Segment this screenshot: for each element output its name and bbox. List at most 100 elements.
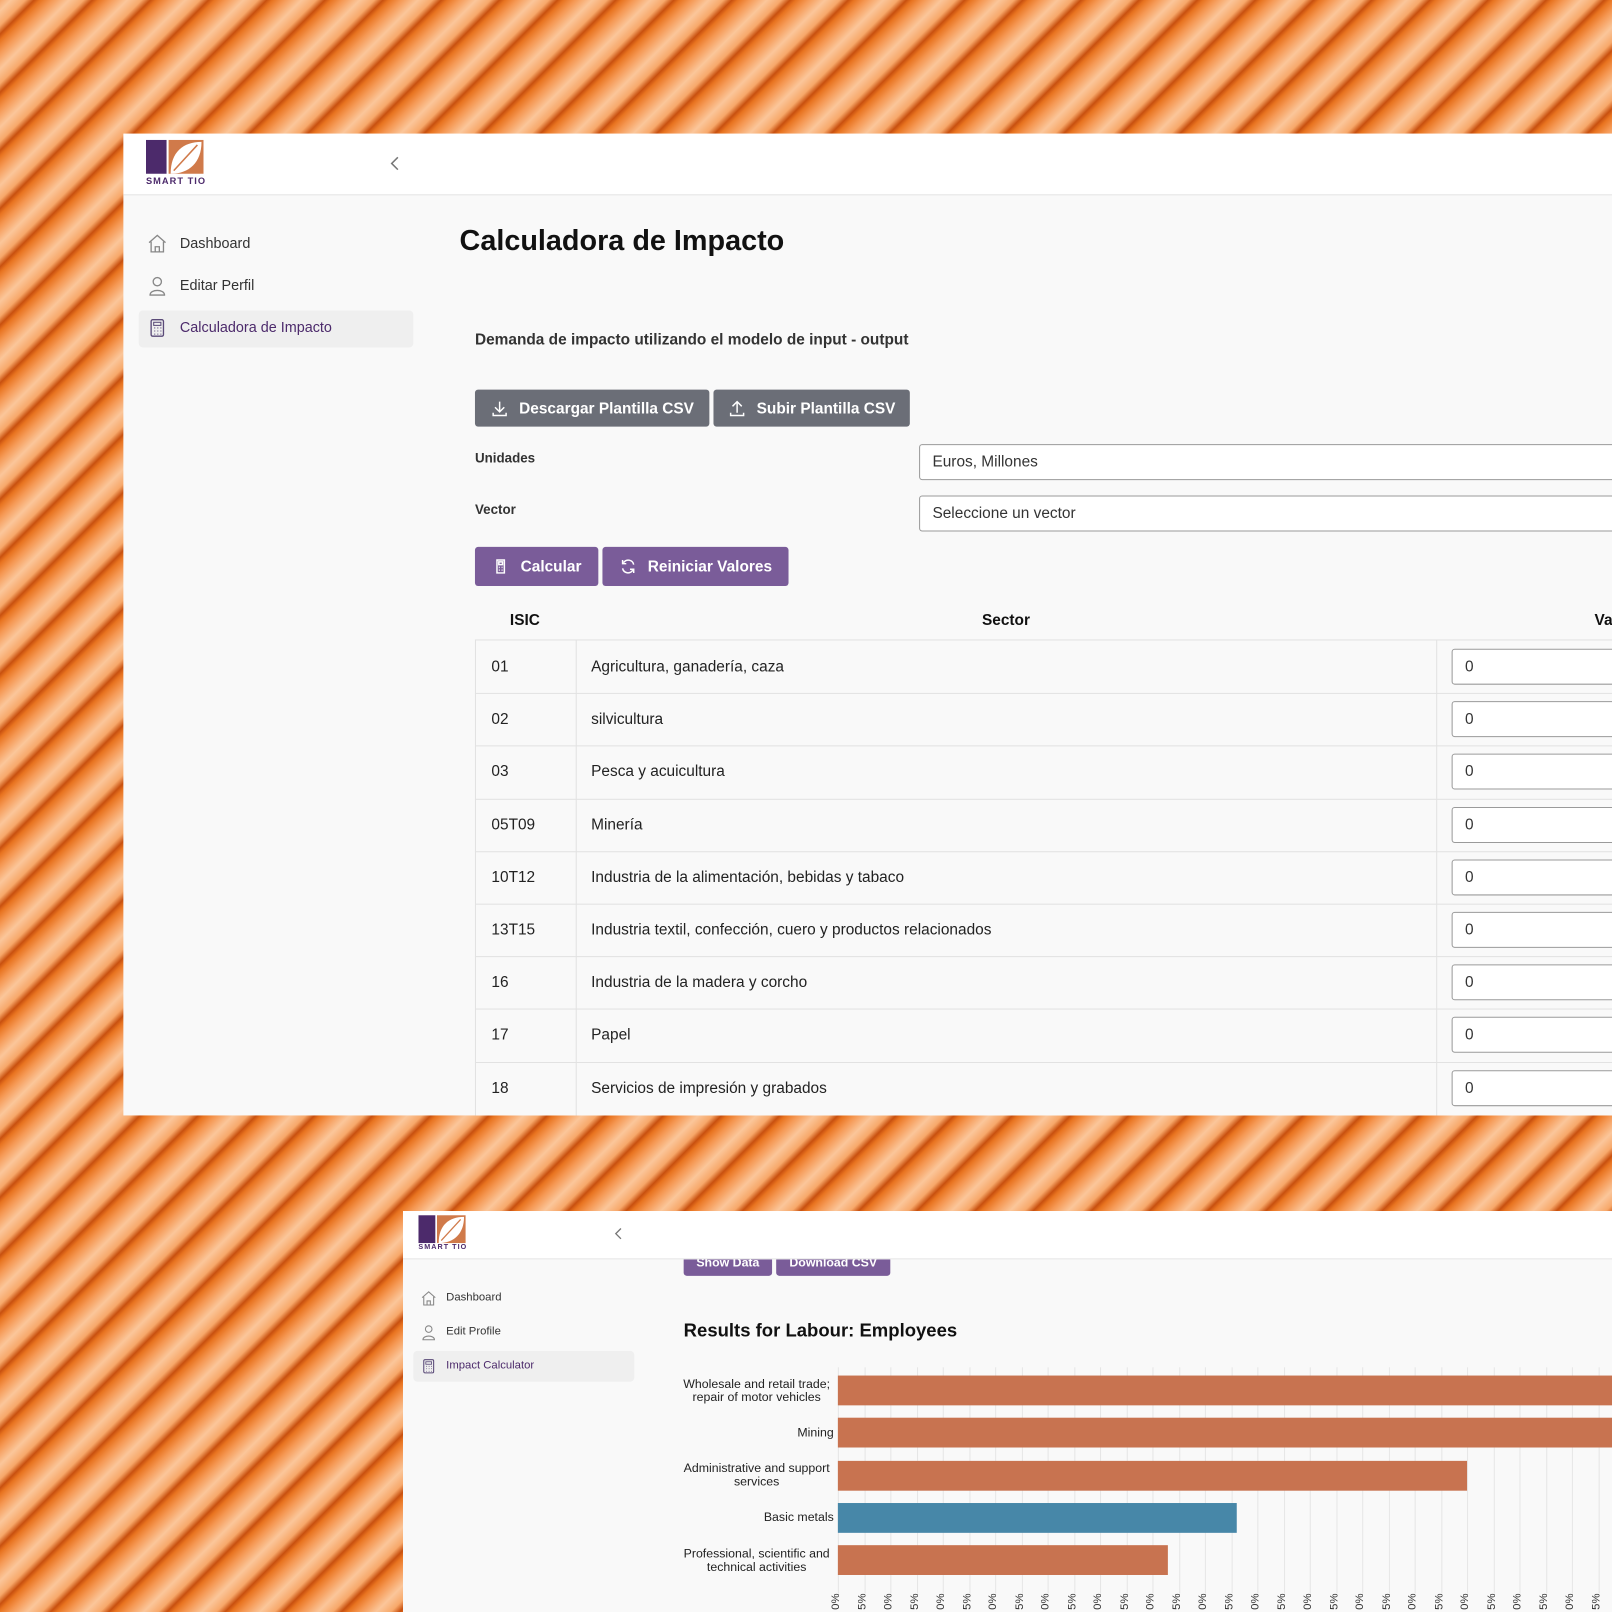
input-value: 0 — [1464, 1079, 1474, 1097]
sector-name: Servicios de impresión y grabados — [591, 1079, 827, 1097]
button-label: Calcular — [520, 557, 582, 576]
row-divider — [474, 798, 1612, 800]
header: SMART TIO — [123, 133, 1612, 196]
x-tick-label: 5% — [1589, 1593, 1603, 1610]
value-input[interactable]: 0 — [1451, 911, 1612, 948]
x-tick-label: 0% — [1406, 1593, 1419, 1610]
y-tick-label: Wholesale and retail trade; repair of mo… — [683, 1376, 831, 1404]
value-input[interactable]: 0 — [1451, 806, 1612, 843]
icon — [420, 1290, 436, 1306]
x-tick-label: 0% — [1039, 1593, 1052, 1610]
x-tick-label: 0% — [1091, 1593, 1105, 1610]
input-value: 0 — [1464, 868, 1474, 886]
x-tick-label: 5% — [908, 1593, 921, 1610]
file-button[interactable]: Subir Plantilla CSV — [713, 389, 910, 427]
select-input[interactable]: Seleccione un vector — [919, 495, 1612, 532]
table-header: Sector — [981, 611, 1030, 630]
x-tick-label: 0% — [1301, 1593, 1314, 1610]
bottom-window: SMART TIO Results for Labour: Employees … — [402, 1211, 1612, 1612]
action-button[interactable]: Reiniciar Valores — [602, 546, 789, 586]
value-input[interactable]: 0 — [1451, 1069, 1612, 1106]
x-tick-label: 5% — [855, 1593, 869, 1610]
action-button[interactable]: Calcular — [474, 546, 599, 586]
icon — [728, 399, 747, 418]
input-value: 0 — [1464, 921, 1474, 939]
x-tick-label: 5% — [1432, 1593, 1445, 1610]
sector-name: silvicultura — [591, 710, 664, 729]
row-divider — [474, 851, 1612, 853]
icon-svg — [149, 276, 166, 296]
row-divider — [474, 693, 1612, 695]
sector-name: Pesca y acuicultura — [591, 763, 725, 781]
column-divider — [575, 639, 577, 1116]
logo — [418, 1215, 466, 1244]
x-tick-label: 5% — [960, 1593, 974, 1610]
sector-name: Agricultura, ganadería, caza — [591, 657, 785, 676]
isic-code: 16 — [491, 973, 509, 992]
logo — [145, 139, 204, 174]
select-value: Seleccione un vector — [932, 504, 1076, 523]
value-input[interactable]: 0 — [1451, 648, 1612, 685]
icon-svg — [423, 1359, 435, 1374]
isic-code: 17 — [491, 1026, 509, 1044]
select-input[interactable]: Euros, Millones — [919, 444, 1612, 481]
icon-svg — [422, 1325, 435, 1341]
x-tick-label: 5% — [1222, 1593, 1236, 1610]
bar — [837, 1545, 1169, 1576]
row-divider — [474, 1061, 1612, 1063]
collapse-button[interactable] — [389, 155, 401, 171]
row-divider — [474, 903, 1612, 905]
subtitle: Demanda de impacto utilizando el modelo … — [474, 331, 909, 349]
icon — [420, 1358, 436, 1374]
icon — [492, 557, 511, 576]
nav-item[interactable]: Impact Calculator — [446, 1359, 535, 1372]
value-input[interactable]: 0 — [1451, 701, 1612, 738]
collapse-button[interactable] — [613, 1226, 623, 1240]
x-tick-label: 5% — [1485, 1593, 1498, 1610]
x-tick-label: 5% — [1327, 1593, 1341, 1610]
y-tick-label: Professional, scientific and technical a… — [683, 1545, 830, 1574]
file-button[interactable]: Descargar Plantilla CSV — [474, 389, 710, 427]
grid-line — [1467, 1367, 1469, 1594]
x-tick-label: 5% — [1275, 1593, 1288, 1610]
value-input[interactable]: 0 — [1451, 1017, 1612, 1054]
bar — [837, 1460, 1468, 1491]
x-tick-label: 0% — [1196, 1593, 1209, 1610]
x-tick-label: 0% — [986, 1593, 1000, 1610]
icon — [147, 276, 168, 297]
row-divider — [474, 745, 1612, 747]
nav-item[interactable]: Calculadora de Impacto — [179, 318, 332, 336]
x-tick-label: 0% — [882, 1593, 895, 1610]
logo-text: SMART TIO — [145, 175, 207, 187]
value-input[interactable]: 0 — [1451, 753, 1612, 790]
sector-name: Industria de la madera y corcho — [591, 973, 808, 992]
isic-code: 05T09 — [491, 815, 536, 834]
row-divider — [474, 956, 1612, 958]
x-tick-label: 5% — [1013, 1593, 1026, 1610]
isic-code: 03 — [491, 763, 509, 781]
icon-svg — [421, 1291, 436, 1306]
value-input[interactable]: 0 — [1451, 964, 1612, 1001]
value-input[interactable]: 0 — [1451, 859, 1612, 896]
icon — [619, 557, 638, 576]
chart-title: Results for Labour: Employees — [683, 1320, 958, 1341]
x-tick-label: 5% — [1118, 1593, 1131, 1610]
table-border — [474, 639, 1612, 1116]
nav-item[interactable]: Dashboard — [179, 234, 251, 251]
field-label: Unidades — [474, 450, 536, 466]
active-nav-bg — [138, 310, 414, 348]
x-tick-label: 5% — [1537, 1593, 1550, 1610]
column-divider — [1436, 639, 1438, 1116]
logo-text: SMART TIO — [418, 1243, 468, 1252]
table-header: Va — [1594, 611, 1612, 630]
nav-item[interactable]: Dashboard — [446, 1291, 502, 1304]
button-label: Descargar Plantilla CSV — [519, 399, 694, 417]
button-label: Subir Plantilla CSV — [756, 399, 896, 417]
nav-item[interactable]: Edit Profile — [446, 1325, 501, 1338]
icon — [490, 399, 509, 418]
x-tick-label: 0% — [934, 1593, 947, 1610]
icon — [420, 1324, 436, 1341]
nav-item[interactable]: Editar Perfil — [179, 276, 255, 293]
input-value: 0 — [1464, 973, 1474, 992]
